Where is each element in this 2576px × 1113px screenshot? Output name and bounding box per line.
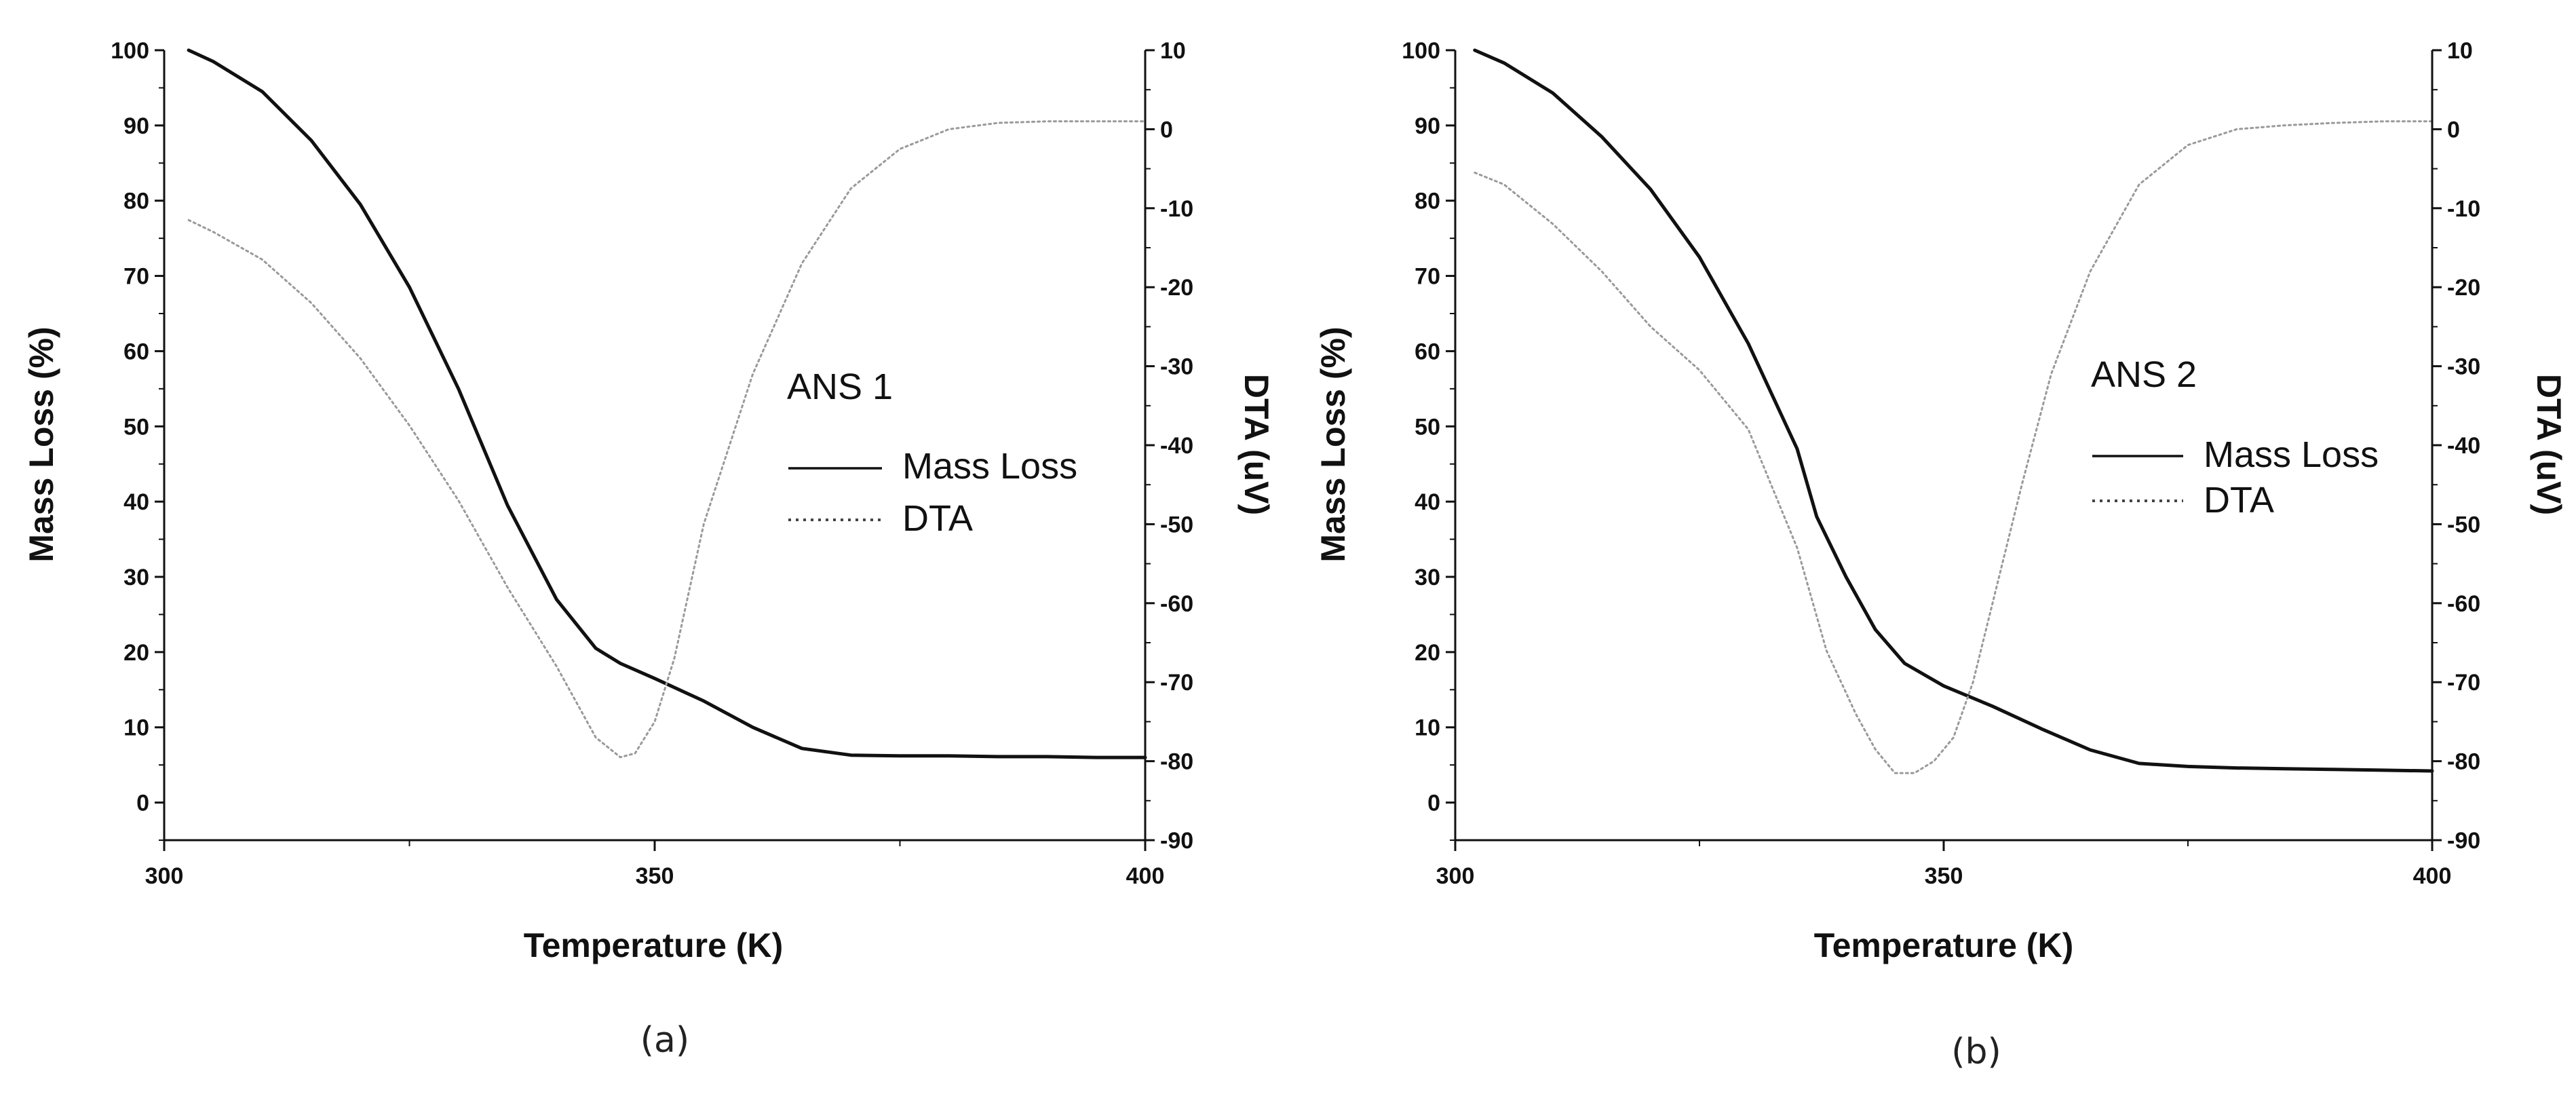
panel-b-y-tick-label: 0: [1427, 791, 1440, 816]
panel-b-y-tick-label: 30: [1415, 565, 1440, 590]
panel-a-y2-tick-label: -80: [1160, 749, 1193, 775]
panel-b-y2-tick-label: -10: [2447, 196, 2480, 222]
panel-b-y-tick-label: 40: [1415, 489, 1440, 515]
panel-b-y2-tick-label: -20: [2447, 275, 2480, 301]
panel-a-y-tick-label: 50: [123, 414, 149, 440]
panel-a-y-tick-label: 30: [123, 565, 149, 590]
panel-a-y2-tick-label: 0: [1160, 117, 1173, 143]
panel-b-y-tick-label: 10: [1415, 715, 1440, 741]
panel-a-y-axis-title: Mass Loss (%): [22, 326, 60, 562]
panel-a-y-tick-label: 0: [136, 791, 149, 816]
panel-b-series-mass-loss-line: [1473, 48, 2434, 773]
panel-b-x-tick-label: 300: [1436, 863, 1475, 889]
panel-a-y-tick-label: 20: [123, 640, 149, 666]
panel-a-y2-tick-label: -50: [1160, 512, 1193, 537]
panel-b-y2-tick-label: -70: [2447, 670, 2480, 696]
panel-a-series-mass-loss-line: [187, 48, 1147, 759]
panel-b-y-tick-label: 20: [1415, 640, 1440, 666]
panel-a-y-tick-label: 100: [111, 38, 149, 64]
panel-a-y2-tick-label: -10: [1160, 196, 1193, 222]
panel-a-y2-tick-label: -90: [1160, 828, 1193, 854]
panel-a-series-dta-line: [187, 120, 1147, 759]
panel-a-y-tick-label: 90: [123, 113, 149, 139]
panel-a-y2-tick-label: -40: [1160, 433, 1193, 459]
panel-b-legend-dta-label: DTA: [2204, 480, 2274, 521]
panel-b-y2-tick-label: 0: [2447, 117, 2460, 143]
panel-a-x-axis-title: Temperature (K): [524, 926, 783, 964]
panel-a-y2-axis-title: DTA (uV): [1237, 374, 1275, 515]
panel-b-y2-tick-label: -50: [2447, 512, 2480, 537]
panel-a-y2-tick-label: 10: [1160, 38, 1186, 64]
panel-a-legend-mass-loss-label: Mass Loss: [902, 446, 1077, 487]
panel-a-y2-tick-label: -30: [1160, 354, 1193, 380]
panel-a-y2-tick-label: -70: [1160, 670, 1193, 696]
panel-a-y2-tick-label: -20: [1160, 275, 1193, 301]
panel-a-x-tick-label: 300: [145, 863, 184, 889]
panel-a-y-tick-label: 40: [123, 489, 149, 515]
panel-b-caption: (b): [1951, 1032, 2001, 1072]
panel-b-x-tick-label: 400: [2413, 863, 2452, 889]
panel-a-y-tick-label: 60: [123, 339, 149, 364]
panel-a-x-tick-label: 400: [1126, 863, 1165, 889]
panel-b-y-axis-title: Mass Loss (%): [1314, 326, 1352, 562]
panel-b-x-tick-label: 350: [1925, 863, 1963, 889]
panel-b-legend-mass-loss-label: Mass Loss: [2204, 434, 2379, 475]
panel-a-y2-tick-label: -60: [1160, 591, 1193, 617]
panel-b-y-tick-label: 80: [1415, 189, 1440, 214]
panel-b-y-tick-label: 100: [1402, 38, 1440, 64]
panel-b-y-tick-label: 70: [1415, 264, 1440, 290]
panel-a-x-tick-label: 350: [636, 863, 674, 889]
panel-a-y-tick-label: 70: [123, 264, 149, 290]
panel-b-y2-axis-title: DTA (uV): [2530, 374, 2568, 515]
panel-a-caption: (a): [640, 1020, 689, 1061]
panel-b-series-dta-line: [1474, 120, 2434, 774]
panel-b-y-tick-label: 50: [1415, 414, 1440, 440]
panel-a: Temperature (K) Mass Loss (%) DTA (uV) A…: [22, 38, 1275, 1061]
panel-a-legend-dta-label: DTA: [902, 498, 973, 539]
panel-b-y2-tick-label: -80: [2447, 749, 2480, 775]
panel-b-sample-label: ANS 2: [2091, 354, 2197, 395]
panel-b: Temperature (K) Mass Loss (%) DTA (uV) A…: [1314, 38, 2568, 1072]
panel-b-y2-tick-label: -40: [2447, 433, 2480, 459]
panel-b-y2-tick-label: -60: [2447, 591, 2480, 617]
panel-b-y-tick-label: 60: [1415, 339, 1440, 364]
panel-b-x-axis-title: Temperature (K): [1814, 926, 2073, 964]
panel-b-y-tick-label: 90: [1415, 113, 1440, 139]
panel-b-y2-tick-label: -90: [2447, 828, 2480, 854]
panel-a-y-tick-label: 10: [123, 715, 149, 741]
panel-b-y2-tick-label: 10: [2447, 38, 2473, 64]
panel-a-y-tick-label: 80: [123, 189, 149, 214]
panel-b-y2-tick-label: -30: [2447, 354, 2480, 380]
panel-a-sample-label: ANS 1: [787, 366, 893, 407]
